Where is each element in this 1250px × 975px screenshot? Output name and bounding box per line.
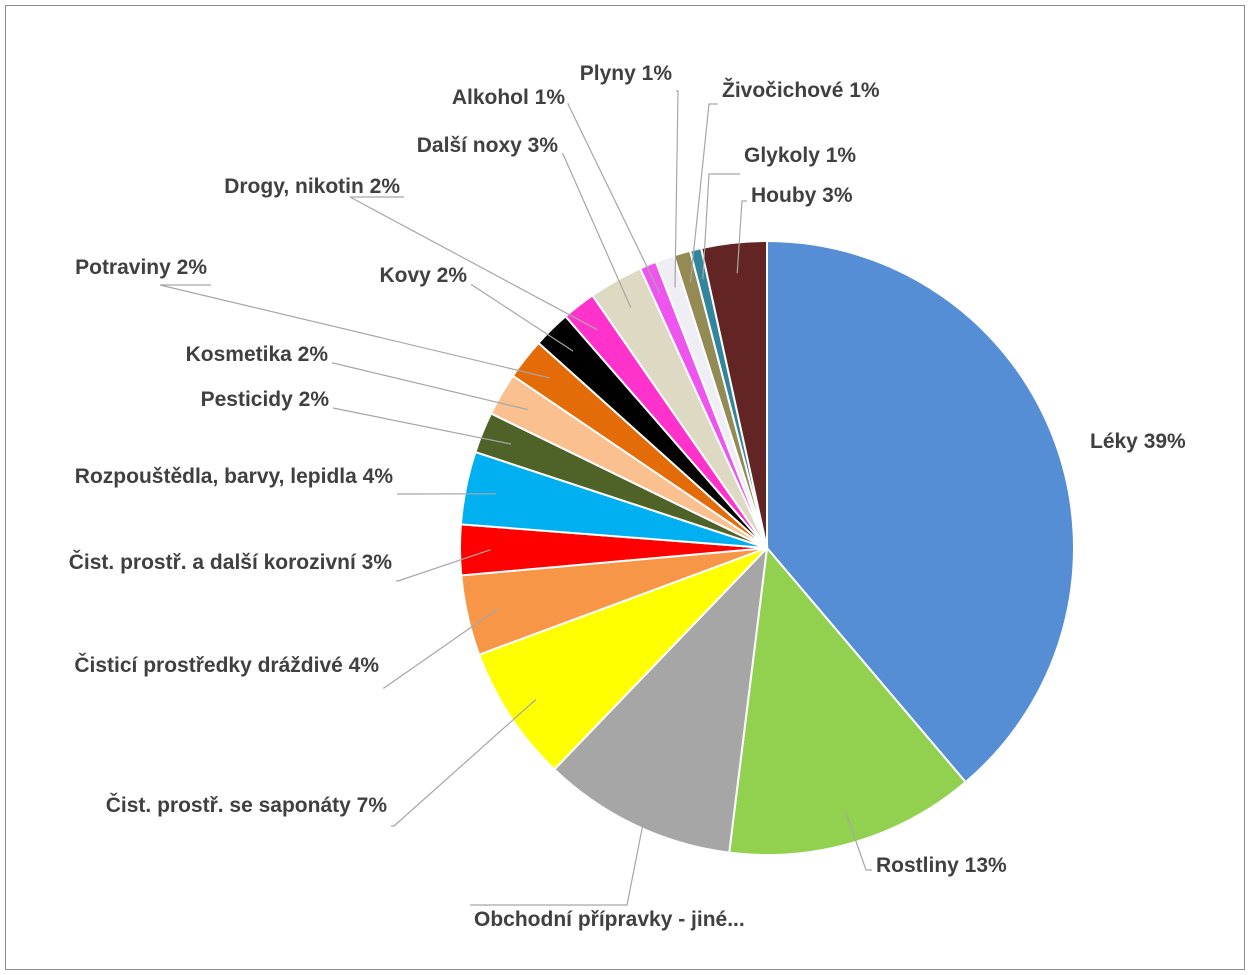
- data-label-zivocichove: Živočichové 1%: [722, 78, 880, 102]
- data-label-glykoly: Glykoly 1%: [744, 144, 856, 167]
- data-label-kosmetika: Kosmetika 2%: [186, 343, 329, 366]
- leader-lines: [159, 90, 872, 906]
- pie-slice-houby: [700, 239, 768, 549]
- data-label-alkohol: Alkohol 1%: [452, 86, 566, 109]
- data-label-rostliny: Rostliny 13%: [876, 854, 1007, 877]
- leader-line-cist-prostr-se-saponaty: [391, 699, 537, 827]
- pie-slices: [459, 239, 1075, 856]
- data-label-potraviny: Potraviny 2%: [75, 256, 207, 279]
- pie-slice-obchodni-pripravky-jine: [552, 545, 769, 854]
- leader-line-cistici-prostredky-drazdive: [383, 608, 498, 689]
- data-label-cistici-prostredky-drazdive: Čisticí prostředky dráždivé 4%: [74, 653, 379, 677]
- data-label-obchodni-pripravky-jine: Obchodní přípravky - jiné...: [474, 908, 745, 931]
- leader-line-glykoly: [702, 173, 740, 280]
- data-label-drogy-nikotin: Drogy, nikotin 2%: [224, 175, 400, 198]
- leader-line-kosmetika: [332, 362, 529, 411]
- pie-slice-cist-prostr-se-saponaty: [477, 547, 768, 771]
- leader-line-zivocichove: [689, 103, 718, 283]
- data-label-cist-prostr-se-saponaty: Čist. prostř. se saponáty 7%: [106, 793, 388, 817]
- leader-line-drogy-nikotin: [349, 196, 598, 331]
- leader-line-plyny: [674, 90, 679, 288]
- data-label-rozpoustedla-barvy-lepidla: Rozpouštědla, barvy, lepidla 4%: [75, 465, 394, 488]
- leader-line-obchodni-pripravky-jine: [470, 797, 649, 906]
- leader-line-pesticidy: [332, 407, 512, 445]
- data-label-leky: Léky 39%: [1090, 430, 1186, 453]
- data-label-pesticidy: Pesticidy 2%: [201, 388, 330, 411]
- data-label-houby: Houby 3%: [751, 184, 853, 207]
- data-label-kovy: Kovy 2%: [379, 264, 467, 287]
- data-label-plyny: Plyny 1%: [580, 62, 673, 85]
- leader-line-alkohol: [567, 103, 661, 294]
- leader-line-rostliny: [845, 812, 872, 871]
- data-label-cist-prostr-a-dalsi-korozivni: Čist. prostř. a další korozivní 3%: [69, 550, 393, 574]
- leader-line-kovy: [471, 284, 574, 352]
- leader-line-cist-prostr-a-dalsi-korozivni: [396, 549, 491, 582]
- pie-slice-rostliny: [728, 545, 968, 856]
- pie-slice-leky: [766, 239, 1075, 784]
- leader-line-dalsi-noxy: [562, 153, 632, 308]
- slice-labels: Léky 39% Rostliny 13% Obchodní přípravky -…: [69, 62, 1186, 931]
- data-label-dalsi-noxy: Další noxy 3%: [417, 134, 559, 157]
- leader-line-houby: [736, 200, 747, 274]
- leader-line-potraviny: [159, 284, 550, 379]
